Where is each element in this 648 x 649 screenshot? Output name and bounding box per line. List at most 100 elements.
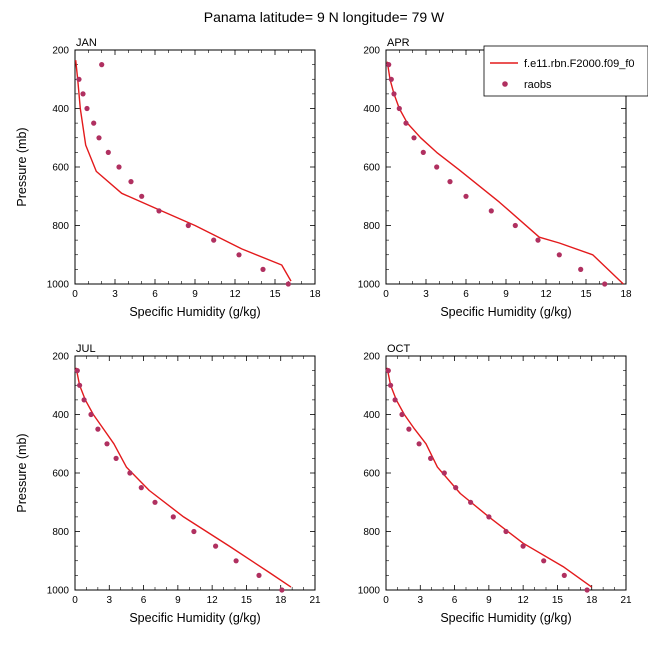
raobs-point [127, 470, 133, 476]
x-tick-label: 3 [418, 595, 424, 606]
raobs-point [77, 382, 83, 388]
raobs-point [386, 62, 392, 68]
raobs-point [428, 455, 434, 461]
x-axis-label: Specific Humidity (g/kg) [129, 305, 260, 319]
raobs-point [453, 485, 459, 491]
raobs-point [447, 179, 453, 185]
x-tick-label: 0 [72, 595, 78, 606]
raobs-point [285, 281, 291, 287]
y-axis-label: Pressure (mb) [15, 127, 29, 206]
x-tick-label: 9 [192, 289, 198, 300]
series-line-model [75, 367, 292, 588]
x-tick-label: 18 [309, 289, 321, 300]
raobs-point [463, 193, 469, 199]
x-tick-label: 21 [309, 595, 321, 606]
y-tick-label: 1000 [47, 586, 70, 597]
raobs-point [578, 266, 584, 272]
raobs-point [74, 368, 80, 374]
series-line-model [75, 60, 292, 282]
x-tick-label: 3 [107, 595, 113, 606]
raobs-point [91, 120, 97, 126]
panel-label: APR [387, 37, 410, 49]
raobs-point [256, 572, 262, 579]
x-tick-label: 12 [540, 289, 552, 300]
x-tick-label: 6 [463, 289, 469, 300]
raobs-point [105, 149, 111, 155]
raobs-point [152, 499, 158, 505]
y-tick-label: 800 [363, 527, 380, 538]
panel-jan: JAN 0 3 6 9 12 15 18 200 400 600 800 1000 Specific Hu… [15, 37, 321, 319]
raobs-point [213, 543, 219, 549]
y-axis-label: Pressure (mb) [15, 433, 29, 512]
x-tick-label: 0 [72, 289, 78, 300]
raobs-point [512, 222, 518, 229]
x-axis-label: Specific Humidity (g/kg) [440, 305, 571, 319]
x-tick-label: 15 [241, 595, 253, 606]
x-tick-label: 0 [383, 595, 389, 606]
raobs-point [388, 76, 394, 82]
x-axis-label: Specific Humidity (g/kg) [129, 611, 260, 625]
plot-frame [385, 355, 627, 591]
raobs-point [99, 62, 105, 68]
raobs-point [602, 281, 608, 287]
panel-jul: JUL 0 3 6 9 12 15 18 21 200 400 600 800 1000 Specific … [15, 343, 321, 625]
y-tick-label: 400 [363, 104, 380, 115]
raobs-point [128, 179, 134, 185]
legend-label-raobs: raobs [524, 79, 552, 91]
x-tick-label: 3 [423, 289, 429, 300]
x-tick-label: 18 [275, 595, 287, 606]
y-tick-label: 1000 [47, 280, 70, 291]
raobs-point [113, 455, 119, 461]
figure-title: Panama latitude= 9 N longitude= 79 W [204, 9, 445, 25]
raobs-point [84, 105, 90, 112]
x-tick-label: 3 [112, 289, 118, 300]
y-tick-label: 400 [363, 410, 380, 421]
x-tick-label: 6 [152, 289, 158, 300]
x-tick-label: 9 [175, 595, 181, 606]
x-tick-label: 15 [580, 289, 592, 300]
y-tick-label: 800 [52, 221, 69, 232]
raobs-point [535, 237, 541, 243]
x-tick-label: 9 [503, 289, 509, 300]
panel-apr: APR 0 3 6 9 12 15 18 200 400 600 800 1000 Specific Hu… [358, 37, 632, 319]
raobs-point [388, 382, 394, 388]
raobs-point [392, 397, 398, 403]
panel-label: JUL [76, 343, 96, 355]
x-tick-label: 15 [269, 289, 281, 300]
raobs-point [411, 135, 417, 141]
raobs-point [385, 368, 391, 374]
x-tick-label: 12 [229, 289, 241, 300]
raobs-point [420, 149, 426, 155]
y-tick-label: 200 [52, 352, 69, 363]
y-tick-label: 1000 [358, 586, 381, 597]
legend-box [483, 45, 648, 97]
x-tick-label: 12 [207, 595, 219, 606]
raobs-point [211, 237, 217, 243]
x-tick-label: 0 [383, 289, 389, 300]
raobs-point [104, 441, 110, 447]
raobs-point [406, 426, 412, 432]
y-tick-label: 400 [52, 104, 69, 115]
y-tick-label: 800 [363, 221, 380, 232]
raobs-point [486, 514, 492, 520]
raobs-point [391, 91, 397, 97]
x-tick-label: 12 [518, 595, 530, 606]
raobs-point [556, 252, 562, 258]
raobs-point [541, 558, 547, 564]
raobs-point [441, 470, 447, 476]
raobs-point [139, 193, 145, 199]
y-tick-label: 1000 [358, 280, 381, 291]
panel-label: JAN [76, 37, 97, 49]
plot-frame [74, 355, 316, 591]
y-tick-label: 800 [52, 527, 69, 538]
y-tick-label: 200 [363, 352, 380, 363]
panel-oct: OCT 0 3 6 9 12 15 18 21 200 400 600 800 1000 Specific … [358, 343, 632, 625]
raobs-point [96, 135, 102, 141]
x-tick-label: 6 [141, 595, 147, 606]
raobs-point [138, 485, 144, 491]
raobs-point [279, 587, 285, 593]
raobs-point [468, 499, 474, 505]
raobs-point [233, 558, 239, 564]
y-tick-label: 400 [52, 410, 69, 421]
